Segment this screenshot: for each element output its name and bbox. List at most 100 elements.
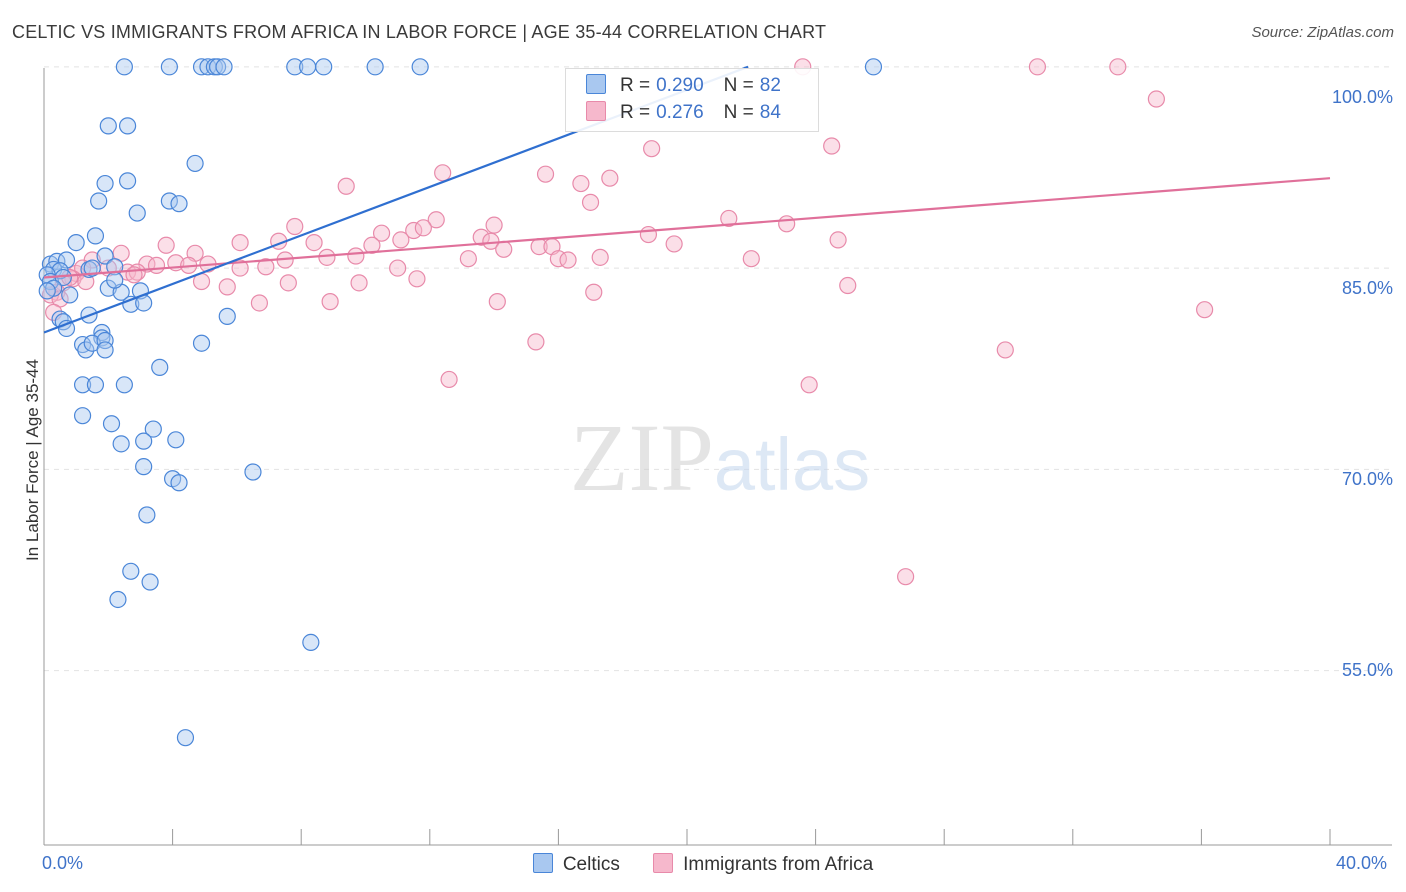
celtics-point [315,58,333,76]
legend-r-label: R = [620,102,651,123]
celtics-point [106,271,124,289]
celtics-point [864,58,883,76]
celtics-point [286,58,304,76]
africa-point [128,263,146,281]
africa-point [601,169,619,187]
celtics-point [99,117,117,135]
africa-point [742,250,760,268]
legend-row-celtics: R = 0.290 N = 82 [586,74,781,100]
africa-point [585,283,603,301]
celtics-point [411,58,429,76]
chart-title: CELTIC VS IMMIGRANTS FROM AFRICA IN LABO… [12,22,827,42]
africa-point [318,248,336,266]
africa-point [897,568,915,586]
celtics-point [86,227,105,245]
celtics-point [61,286,79,304]
africa-point [459,250,477,268]
africa-point [337,177,355,195]
celtics-point [118,117,137,135]
celtics-point [96,331,114,350]
africa-point [231,233,249,252]
africa-point [363,236,381,254]
celtics-point [77,341,95,359]
legend-n-value: 82 [759,75,781,96]
africa-point [527,333,545,351]
legend-n-value: 84 [759,102,781,123]
celtics-point [112,435,130,453]
celtics-point [151,358,169,376]
celtics-point [170,195,188,213]
legend-item-africa: Immigrants from Africa [653,853,873,876]
celtics-point [141,573,159,591]
africa-point [559,251,577,269]
africa-point [1028,58,1047,76]
y-tick-label: 100.0% [1331,87,1393,107]
celtics-point [170,474,188,492]
celtics-point [135,458,153,476]
africa-point [472,228,490,246]
x-tick-label: 0.0% [42,853,84,873]
celtics-point [109,590,127,609]
celtics-point [73,376,92,394]
celtics-point [122,562,140,580]
africa-point [643,140,661,158]
celtics-point [57,251,76,269]
africa-point [485,216,503,234]
africa-point [1196,301,1214,319]
celtics-point [299,58,317,76]
africa-point [639,225,658,244]
watermark: ZIPatlas [570,404,870,511]
africa-point [720,209,738,228]
celtics-point [96,247,114,265]
africa-point [536,165,555,183]
y-axis-label: In Labor Force | Age 35-44 [23,359,42,561]
x-tick-label: 40.0% [1336,853,1388,873]
y-tick-label: 70.0% [1341,469,1393,489]
celtics-point [186,154,204,173]
africa-point [572,174,590,193]
celtics-point [115,58,133,76]
legend-item-celtics: Celtics [532,853,620,876]
africa-point [347,247,365,265]
legend-n-label: N = [723,75,754,96]
celtics-point [96,341,114,359]
africa-point [279,274,297,292]
celtics-point [302,633,320,652]
celtics-point [90,192,108,210]
legend-n-label: N = [723,102,754,123]
celtics-point [118,172,137,190]
africa-point [250,294,269,312]
celtics-point [215,58,233,76]
celtics-point [138,506,156,524]
celtics-point [218,307,236,325]
y-tick-label: 55.0% [1341,660,1393,680]
africa-point [839,276,857,295]
africa-point [778,215,796,233]
legend-r-label: R = [620,75,651,96]
legend-box: R = 0.290 N = 82 R = 0.276 N = 84 [565,68,819,132]
africa-point [482,232,500,250]
africa-point [61,268,79,287]
africa-point [218,278,236,296]
africa-point [800,376,818,394]
africa-point [405,221,423,240]
celtics-point [135,432,153,450]
africa-point [665,235,683,253]
celtics-swatch [532,853,553,873]
celtics-point [115,376,133,394]
africa-point [408,270,426,288]
africa-point [581,193,600,211]
celtics-point [244,463,262,481]
celtics-point [176,729,195,747]
celtics-point [102,415,121,433]
celtics-point [83,259,101,277]
celtics-swatch [586,74,606,94]
africa-point [350,274,368,292]
africa-swatch [586,101,606,121]
celtics-point [167,431,185,449]
africa-point [321,293,339,311]
y-tick-label: 85.0% [1341,278,1393,298]
africa-point [372,224,391,242]
africa-point [157,236,175,254]
